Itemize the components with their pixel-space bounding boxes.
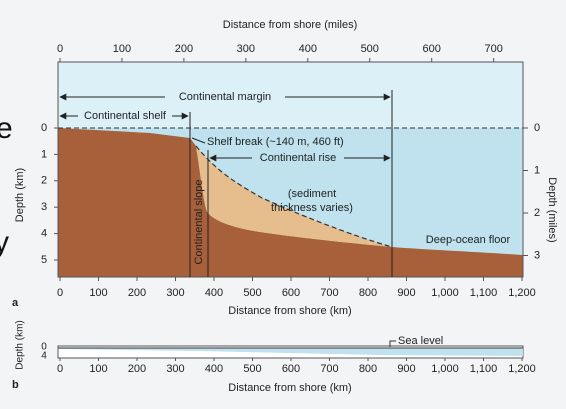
annotation: thickness varies)	[271, 202, 353, 214]
bottom-tick-label: 500	[243, 363, 261, 375]
edge-fragment: e	[0, 112, 13, 145]
annotation: Continental slope	[193, 179, 205, 264]
left-tick-label: 0	[41, 342, 47, 353]
bottom-tick-label: 800	[359, 287, 377, 299]
annotation: Continental rise	[260, 152, 336, 164]
label-bg	[165, 90, 285, 104]
bottom-tick-label: 600	[282, 363, 300, 375]
bottom-tick-label: 1,200	[508, 363, 536, 375]
top-tick-label: 700	[484, 43, 502, 55]
bottom-tick-label: 100	[89, 363, 107, 375]
right-tick-label: 0	[534, 122, 540, 134]
seafloor-rock	[58, 128, 523, 277]
bottom-tick-label: 700	[320, 363, 338, 375]
bottom-tick-label: 300	[166, 363, 184, 375]
bottom-tick-label: 800	[359, 363, 377, 375]
bottom-tick-label: 700	[320, 287, 338, 299]
label-bg	[252, 151, 344, 165]
ocean	[58, 348, 523, 356]
bottom-tick-label: 200	[128, 287, 146, 299]
bottom-tick-label: 1,100	[470, 363, 498, 375]
left-tick-label: 3	[41, 201, 47, 213]
bottom-tick-label: 1,000	[431, 287, 459, 299]
annotation: Continental shelf	[84, 110, 167, 122]
axis-title: Depth (km)	[14, 168, 26, 222]
bottom-tick-label: 600	[282, 287, 300, 299]
axis-title: Depth (km)	[15, 320, 26, 369]
bottom-tick-label: 200	[128, 363, 146, 375]
bottom-tick-label: 900	[397, 287, 415, 299]
panel-label: b	[12, 379, 19, 391]
annotation: Continental margin	[179, 91, 271, 103]
top-tick-label: 300	[237, 43, 255, 55]
left-tick-label: 4	[41, 228, 47, 240]
edge-fragment: y	[0, 226, 9, 259]
top-tick-label: 100	[113, 43, 131, 55]
bottom-tick-label: 0	[57, 287, 63, 299]
top-tick-label: 600	[423, 43, 441, 55]
bottom-tick-label: 1,100	[470, 287, 498, 299]
label-bg	[78, 109, 172, 123]
left-tick-label: 4	[41, 351, 47, 362]
panel-label: a	[12, 297, 19, 309]
sediment-line	[195, 145, 393, 248]
top-tick-label: 200	[175, 43, 193, 55]
axis-title: Distance from shore (miles)	[223, 19, 357, 31]
left-tick-label: 2	[41, 175, 47, 187]
bottom-tick-label: 1,000	[431, 363, 459, 375]
bottom-tick-label: 400	[205, 287, 223, 299]
bottom-tick-label: 500	[243, 287, 261, 299]
leader	[389, 340, 396, 347]
panel-a: Continental margin Continental shelf She…	[12, 19, 558, 317]
left-tick-label: 1	[41, 148, 47, 160]
left-tick-label: 0	[41, 122, 47, 134]
annotation: Shelf break (~140 m, 460 ft)	[207, 136, 344, 148]
right-tick-label: 1	[534, 164, 540, 176]
annotation: Sea level	[398, 335, 443, 347]
top-tick-label: 0	[57, 43, 63, 55]
bottom-tick-label: 900	[397, 363, 415, 375]
bottom-tick-label: 300	[166, 287, 184, 299]
right-tick-label: 3	[534, 249, 540, 261]
top-tick-label: 400	[299, 43, 317, 55]
annotation: Deep-ocean floor	[426, 234, 511, 246]
axis-title: Depth (miles)	[546, 177, 558, 242]
panel-b: Sea level Depth (km) b Distance from sho…	[12, 320, 524, 394]
bottom-tick-label: 1,200	[508, 287, 536, 299]
axis-title: Distance from shore (km)	[228, 382, 351, 394]
annotation: (sediment	[288, 188, 336, 200]
right-tick-label: 2	[534, 207, 540, 219]
bottom-tick-label: 400	[205, 363, 223, 375]
bottom-tick-label: 0	[57, 363, 63, 375]
leader	[191, 137, 206, 144]
top-tick-label: 500	[361, 43, 379, 55]
sediment	[196, 146, 392, 247]
bottom-tick-label: 100	[89, 287, 107, 299]
left-tick-label: 5	[41, 254, 47, 266]
axis-title: Distance from shore (km)	[228, 305, 351, 317]
